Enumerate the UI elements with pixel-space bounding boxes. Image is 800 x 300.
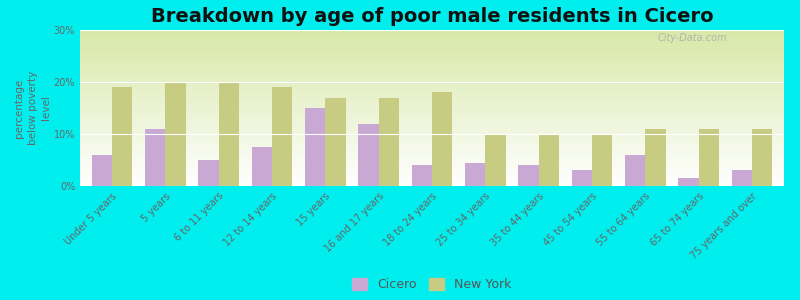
Bar	[92, 155, 112, 186]
Bar	[145, 129, 166, 186]
Bar	[678, 178, 698, 186]
Y-axis label: percentage
below poverty
level: percentage below poverty level	[14, 71, 51, 145]
Bar	[592, 134, 612, 186]
Bar	[112, 87, 132, 186]
Bar	[698, 129, 719, 186]
Bar	[625, 155, 646, 186]
Bar	[538, 134, 559, 186]
Bar	[732, 170, 752, 186]
Bar	[518, 165, 538, 186]
Bar	[572, 170, 592, 186]
Bar	[378, 98, 399, 186]
Bar	[272, 87, 292, 186]
Text: City-Data.com: City-Data.com	[658, 33, 727, 43]
Bar	[465, 163, 486, 186]
Bar	[198, 160, 218, 186]
Bar	[252, 147, 272, 186]
Bar	[326, 98, 346, 186]
Bar	[358, 124, 378, 186]
Title: Breakdown by age of poor male residents in Cicero: Breakdown by age of poor male residents …	[150, 7, 714, 26]
Bar	[486, 134, 506, 186]
Bar	[218, 82, 239, 186]
Bar	[752, 129, 772, 186]
Bar	[432, 92, 452, 186]
Bar	[412, 165, 432, 186]
Legend: Cicero, New York: Cicero, New York	[347, 273, 517, 296]
Bar	[166, 82, 186, 186]
Bar	[646, 129, 666, 186]
Bar	[305, 108, 326, 186]
